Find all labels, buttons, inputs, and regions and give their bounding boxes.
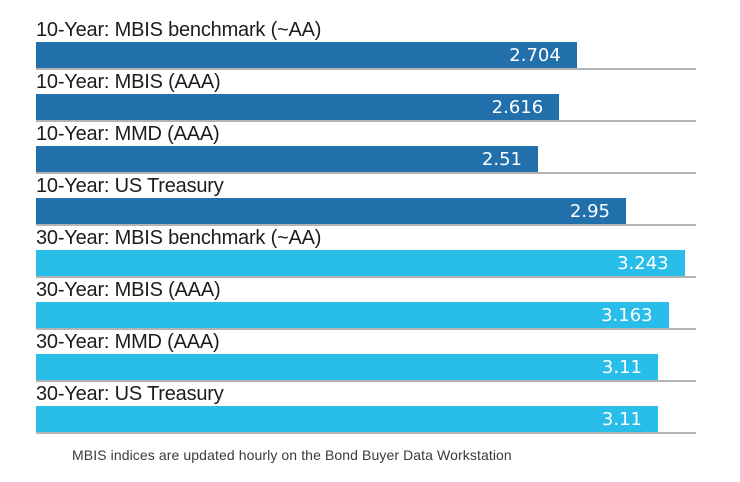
bar-track: 3.11 [36,406,696,434]
bar-category-label: 30-Year: MMD (AAA) [36,331,220,353]
bar-row: 30-Year: US Treasury 3.11 [36,382,696,434]
bar-category-label: 10-Year: MBIS (AAA) [36,71,221,93]
bar: 3.11 [36,354,658,380]
chart-footnote: MBIS indices are updated hourly on the B… [72,447,512,463]
bar: 2.95 [36,198,626,224]
bar-value-label: 3.243 [617,252,669,274]
bar: 2.704 [36,42,577,68]
bar-category-label: 30-Year: US Treasury [36,383,224,405]
bar-track: 2.95 [36,198,696,226]
bar-row: 30-Year: MBIS (AAA) 3.163 [36,278,696,330]
bar-row: 10-Year: US Treasury 2.95 [36,174,696,226]
bar-row: 10-Year: MBIS benchmark (~AA) 2.704 [36,18,696,70]
bar-category-label: 30-Year: MBIS (AAA) [36,279,221,301]
bar-value-label: 2.616 [491,96,544,118]
bar-value-label: 2.51 [481,148,522,170]
bar-row: 30-Year: MBIS benchmark (~AA) 3.243 [36,226,696,278]
bar-row: 10-Year: MBIS (AAA) 2.616 [36,70,696,122]
bar-value-label: 2.95 [569,200,610,222]
bar-row: 10-Year: MMD (AAA) 2.51 [36,122,696,174]
bar-category-label: 30-Year: MBIS benchmark (~AA) [36,227,322,249]
yield-bar-chart: 10-Year: MBIS benchmark (~AA) 2.704 10-Yea… [36,18,740,463]
bar-track: 2.704 [36,42,696,70]
bar-value-label: 3.11 [601,356,642,378]
bar-category-label: 10-Year: US Treasury [36,175,224,197]
bar-rows: 10-Year: MBIS benchmark (~AA) 2.704 10-Yea… [36,18,740,434]
bar-track: 3.163 [36,302,696,330]
bar: 2.616 [36,94,560,120]
bar-value-label: 3.163 [601,304,653,326]
bar: 2.51 [36,146,538,172]
bar-track: 3.243 [36,250,696,278]
bar: 3.11 [36,406,658,432]
bar-value-label: 3.11 [601,408,642,430]
bar-category-label: 10-Year: MMD (AAA) [36,123,220,145]
bar-row: 30-Year: MMD (AAA) 3.11 [36,330,696,382]
bar-track: 3.11 [36,354,696,382]
bar-value-label: 2.704 [509,44,561,66]
bar-track: 2.616 [36,94,696,122]
bar: 3.163 [36,302,669,328]
bar: 3.243 [36,250,685,276]
bar-track: 2.51 [36,146,696,174]
bar-category-label: 10-Year: MBIS benchmark (~AA) [36,19,322,41]
